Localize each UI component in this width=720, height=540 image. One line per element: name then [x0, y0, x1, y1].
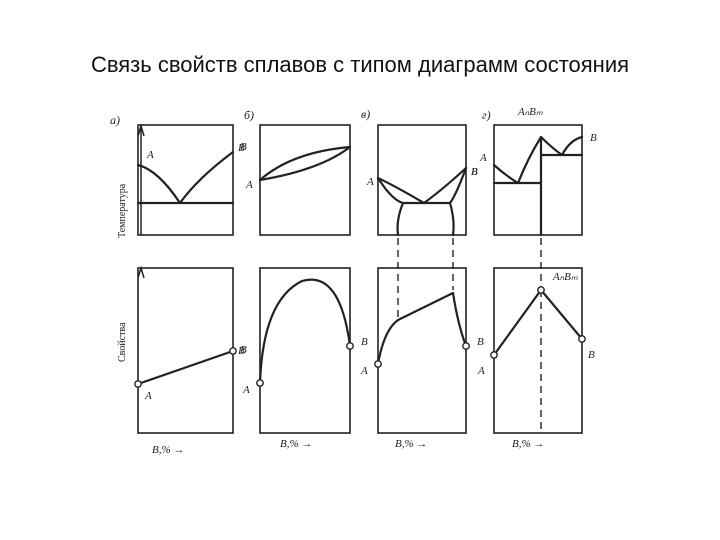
panel-d-bottom-label-b-right: B — [588, 349, 595, 361]
panel-a-top-frame — [137, 124, 234, 236]
panel-b-point-a — [256, 379, 264, 387]
panel-a-axis-arrow-bottom — [137, 265, 145, 279]
panel-b-top-label-a: A — [245, 179, 253, 191]
panel-c-bottom-label-b: B — [361, 336, 368, 348]
panel-d-top-frame — [493, 124, 583, 236]
panel-d-bottom-label-a: A — [477, 365, 485, 377]
panel-c-solidus-left — [376, 176, 405, 205]
panel-b-solidus — [258, 145, 352, 182]
panel-c-point-b — [462, 342, 470, 350]
panel-a-point-b — [229, 347, 237, 355]
panel-b-top-frame — [259, 124, 351, 236]
panel-b-bottom-frame — [259, 267, 351, 434]
panel-c-top-label-b: B — [471, 166, 478, 178]
panel-b-top-label-b: B — [240, 141, 247, 153]
panel-c-solvus-right — [448, 201, 455, 237]
panel-b-point-b — [346, 342, 354, 350]
panel-d-x-label: B,% → — [512, 438, 544, 450]
panel-a-point-a — [134, 380, 142, 388]
y-label-temperature: Температура — [117, 183, 128, 238]
panel-a-top-label-b: B — [238, 142, 245, 154]
panel-d-letter: г) — [482, 108, 491, 122]
panel-d-top-label-a: A — [479, 152, 487, 164]
y-label-properties: Свойства — [117, 322, 128, 362]
panel-b-x-label: B,% → — [280, 438, 312, 450]
panel-a-letter: а) — [110, 113, 120, 127]
panel-b-letter: б) — [244, 108, 254, 122]
panel-d-top-label-b-right: B — [590, 132, 597, 144]
panel-c-solvus-left — [396, 201, 405, 237]
panel-b-liquidus — [258, 145, 352, 182]
panel-c-letter: в) — [361, 107, 370, 121]
panel-a-bottom-frame — [137, 267, 234, 434]
panel-d-property-curve — [492, 288, 584, 357]
panel-d-bottom-frame — [493, 267, 583, 434]
panel-a: а) A B B A B,% → — [110, 113, 245, 456]
panel-d-bottom-label-b-left: B — [477, 336, 484, 348]
panel-c-bottom-frame — [377, 267, 467, 434]
panel-d-point-b — [578, 335, 586, 343]
panel-a-bottom-label-b: B — [238, 345, 245, 357]
panel-b-bottom-label-a: A — [242, 384, 250, 396]
panel-c: в) A B B A B,% → — [360, 107, 478, 450]
panel-a-bottom-label-a: A — [144, 390, 152, 402]
slide-title: Связь свойств сплавов с типом диаграмм с… — [90, 52, 630, 77]
panel-d-compound-label: AₙBₘ — [517, 106, 543, 118]
panel-a-x-label: B,% → — [152, 444, 184, 456]
panel-d-point-compound — [537, 286, 545, 294]
panel-b-property-curve — [258, 278, 352, 385]
panel-a-top-label-a: A — [146, 149, 154, 161]
panel-b: б) B A B A B,% → — [240, 108, 354, 450]
panel-d-point-a — [490, 351, 498, 359]
panel-d-top-label-b-left: B — [471, 166, 478, 178]
panel-b-bottom-label-b: B — [240, 344, 247, 356]
panel-d-compound-bottom-label: AₙBₘ — [552, 271, 578, 283]
panel-c-point-a — [374, 360, 382, 368]
panel-c-top-label-a: A — [366, 176, 374, 188]
panel-c-x-label: B,% → — [395, 438, 427, 450]
panel-c-solidus-right — [448, 166, 468, 205]
panel-d: г) AₙBₘ A B B AₙBₘ B A B B,% → — [471, 106, 597, 450]
panel-a-property-line — [136, 349, 235, 386]
panel-c-property-curve — [376, 291, 468, 366]
panel-d-liquidus — [492, 135, 584, 185]
panel-c-bottom-label-a: A — [360, 365, 368, 377]
